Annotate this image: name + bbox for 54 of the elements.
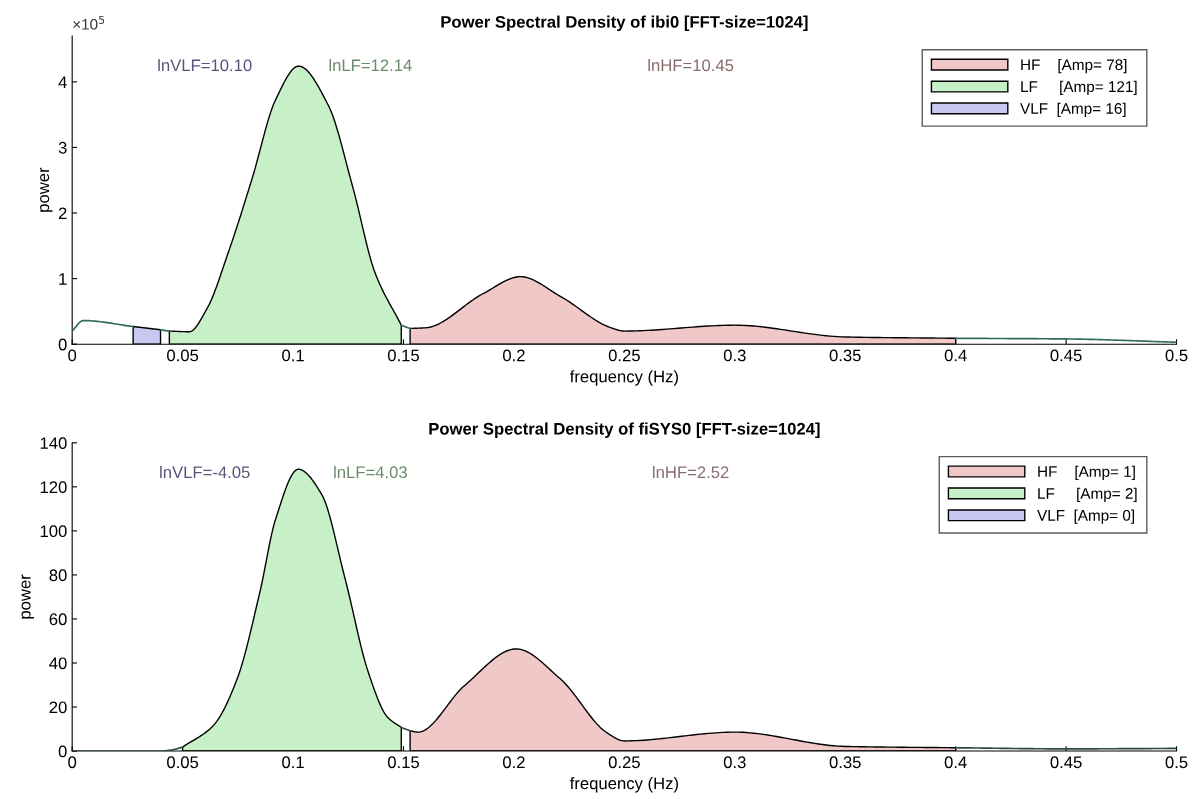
- y-tick-label: 4: [58, 76, 67, 88]
- x-tick-label: 0.35: [829, 756, 861, 769]
- annotation: lnVLF=10.10: [158, 59, 252, 72]
- x-tick-label: 0.3: [723, 756, 746, 769]
- x-axis-title: frequency (Hz): [569, 777, 678, 793]
- chart-title: Power Spectral Density of ibi0 [FFT-size=1024]: [441, 15, 808, 32]
- x-tick-label: 0: [68, 349, 77, 362]
- x-tick-label: 0.05: [167, 349, 199, 362]
- x-tick-label: 0.1: [282, 756, 304, 769]
- y-tick-label: 120: [40, 481, 67, 494]
- y-tick-label: 0: [58, 745, 67, 758]
- y-tick-label: 140: [40, 437, 67, 450]
- annotation: lnLF=12.14: [329, 59, 412, 72]
- x-axis-title: frequency (Hz): [569, 370, 678, 386]
- x-tick-label: 0.15: [387, 349, 420, 362]
- legend-label: VLF [Amp= 16]: [1020, 102, 1126, 117]
- legend-label: LF [Amp= 2]: [1038, 487, 1137, 502]
- y-tick-label: 40: [49, 657, 67, 670]
- y-tick-label: 80: [49, 569, 67, 582]
- annotation: lnHF=10.45: [648, 59, 734, 72]
- y-tick-label: 3: [58, 141, 67, 154]
- x-tick-label: 0.25: [608, 756, 640, 769]
- x-tick-label: 0.15: [387, 756, 420, 769]
- y-tick-label: 60: [49, 613, 67, 626]
- x-tick-label: 0.45: [1050, 756, 1082, 769]
- x-tick-label: 0.45: [1050, 349, 1082, 362]
- x-tick-label: 0.1: [282, 349, 304, 362]
- y-tick-label: 20: [49, 701, 67, 714]
- y-axis-title: power: [21, 574, 34, 619]
- x-tick-label: 0.25: [608, 349, 640, 362]
- x-tick-label: 0.4: [944, 349, 967, 362]
- legend-label: HF [Amp= 78]: [1021, 58, 1127, 74]
- x-tick-label: 0.2: [502, 349, 525, 362]
- x-tick-label: 0.4: [944, 756, 967, 769]
- y-tick-label: 100: [40, 525, 67, 538]
- x-tick-label: 0.5: [1165, 756, 1188, 769]
- y-tick-label: 0: [58, 338, 67, 351]
- x-tick-label: 0.05: [167, 756, 199, 769]
- text: ×10$^{5}$: [73, 15, 105, 30]
- y-tick-label: 1: [59, 273, 67, 285]
- y-axis-title: power: [40, 167, 53, 212]
- chart-title: Power Spectral Density of fiSYS0 [FFT-size=1024]: [429, 422, 820, 438]
- legend-label: LF [Amp= 121]: [1021, 80, 1137, 96]
- x-tick-label: 0.2: [502, 756, 525, 769]
- annotation: lnHF=2.52: [653, 465, 729, 479]
- x-tick-label: 0.3: [723, 349, 746, 362]
- x-tick-label: 0: [68, 756, 77, 769]
- annotation: lnLF=4.03: [334, 465, 407, 479]
- y-tick-label: 2: [58, 207, 67, 220]
- x-tick-label: 0.5: [1165, 349, 1188, 362]
- x-tick-label: 0.35: [829, 349, 861, 362]
- legend-label: VLF [Amp= 0]: [1037, 509, 1135, 524]
- legend-label: HF [Amp= 1]: [1038, 465, 1135, 481]
- annotation: lnVLF=-4.05: [160, 465, 250, 479]
